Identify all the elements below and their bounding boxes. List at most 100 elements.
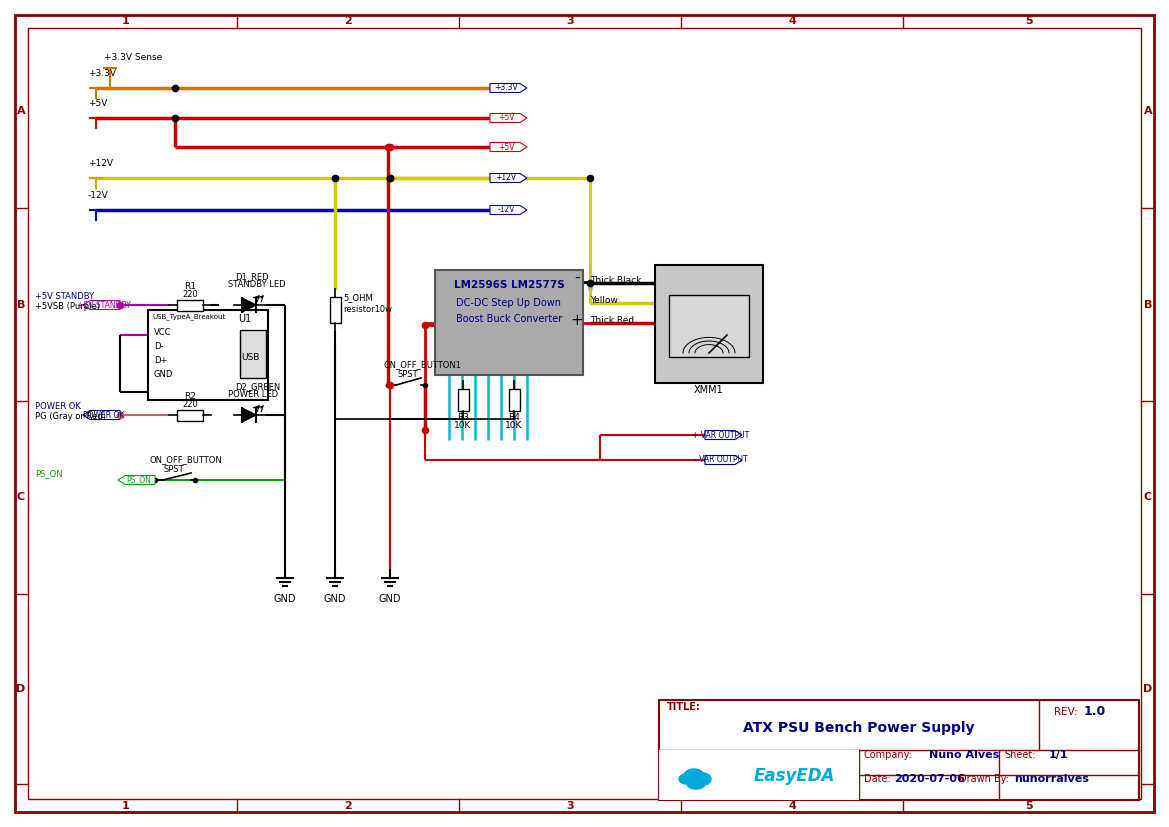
- Polygon shape: [242, 298, 256, 312]
- Text: 5_OHM: 5_OHM: [343, 293, 373, 302]
- Bar: [659, 700, 1139, 800]
- Text: C: C: [16, 493, 25, 503]
- Text: 5: 5: [1025, 16, 1032, 26]
- Text: +5VSB (Purple): +5VSB (Purple): [35, 302, 101, 311]
- Text: USB_TypeA_Breakout: USB_TypeA_Breakout: [152, 313, 226, 320]
- Text: R1: R1: [184, 282, 196, 291]
- Text: +3.3V: +3.3V: [88, 69, 116, 78]
- Text: EasyEDA: EasyEDA: [754, 767, 836, 785]
- Text: Date:: Date:: [864, 774, 891, 784]
- Text: +3.3V Sense: +3.3V Sense: [104, 53, 162, 62]
- Text: nunorralves: nunorralves: [1014, 774, 1088, 784]
- Text: +5V: +5V: [498, 142, 514, 151]
- Text: SPST: SPST: [162, 465, 184, 474]
- Text: + VAR OUTPUT: + VAR OUTPUT: [692, 431, 749, 439]
- Text: Yellow: Yellow: [590, 296, 618, 305]
- Text: B: B: [16, 299, 26, 309]
- Text: B: B: [1143, 299, 1153, 309]
- Text: +: +: [570, 313, 583, 328]
- Text: 4: 4: [788, 801, 796, 811]
- Text: REV:: REV:: [1054, 707, 1078, 717]
- Polygon shape: [83, 410, 120, 419]
- Text: +3.3V: +3.3V: [494, 84, 518, 93]
- Polygon shape: [490, 205, 527, 214]
- Text: A: A: [16, 107, 26, 117]
- Text: DC-DC Step Up Down: DC-DC Step Up Down: [457, 298, 561, 308]
- Text: ON_OFF_BUTTON: ON_OFF_BUTTON: [150, 455, 223, 464]
- Text: 2: 2: [344, 801, 352, 811]
- Polygon shape: [83, 300, 120, 309]
- Text: - VAR OUTPUT: - VAR OUTPUT: [694, 456, 748, 465]
- Bar: [457, 389, 469, 411]
- Polygon shape: [118, 476, 155, 485]
- Text: PS_ON: PS_ON: [35, 469, 63, 478]
- Text: GND: GND: [379, 594, 401, 604]
- Text: Nuno Alves: Nuno Alves: [929, 750, 999, 760]
- Text: D+: D+: [154, 356, 167, 365]
- Text: POWER OK: POWER OK: [83, 410, 125, 419]
- Polygon shape: [490, 174, 527, 183]
- Bar: [177, 409, 203, 420]
- Text: PG (Gray or Red): PG (Gray or Red): [35, 412, 106, 421]
- Text: Drawn By:: Drawn By:: [959, 774, 1009, 784]
- Text: Thick Red: Thick Red: [590, 316, 634, 325]
- Text: D-: D-: [154, 342, 164, 351]
- Text: +5V STANDBY: +5V STANDBY: [77, 300, 131, 309]
- Text: SPST: SPST: [397, 370, 419, 379]
- Text: POWER OK: POWER OK: [35, 402, 81, 411]
- Text: XMM1: XMM1: [694, 385, 724, 395]
- Polygon shape: [490, 113, 527, 122]
- Text: R2: R2: [184, 392, 196, 401]
- Text: USB: USB: [241, 353, 260, 362]
- Text: 1: 1: [122, 801, 130, 811]
- Text: Sheet:: Sheet:: [1004, 750, 1036, 760]
- Polygon shape: [490, 84, 527, 93]
- Text: -12V: -12V: [497, 205, 514, 214]
- Text: POWER LED: POWER LED: [228, 390, 278, 399]
- Text: 5: 5: [1025, 801, 1032, 811]
- Text: 220: 220: [182, 400, 198, 409]
- Text: -: -: [574, 270, 580, 285]
- Text: 2020-07-06: 2020-07-06: [894, 774, 964, 784]
- Bar: [659, 750, 859, 800]
- Text: ON_OFF_BUTTON1: ON_OFF_BUTTON1: [383, 360, 461, 369]
- Polygon shape: [242, 408, 256, 422]
- Text: Boost Buck Converter: Boost Buck Converter: [456, 314, 562, 324]
- Text: R4: R4: [509, 413, 520, 422]
- Text: 10K: 10K: [505, 421, 523, 430]
- Polygon shape: [705, 431, 742, 439]
- Text: GND: GND: [154, 370, 173, 379]
- Text: LM2596S LM2577S: LM2596S LM2577S: [454, 280, 565, 290]
- Text: 3: 3: [566, 801, 574, 811]
- Text: D: D: [16, 684, 26, 694]
- Bar: [148, 310, 268, 400]
- Text: D2_GREEN: D2_GREEN: [235, 382, 281, 391]
- Bar: [509, 389, 519, 411]
- Text: 10K: 10K: [455, 421, 471, 430]
- Text: GND: GND: [324, 594, 346, 604]
- Text: STANDBY LED: STANDBY LED: [228, 280, 285, 289]
- Text: +5V: +5V: [498, 113, 514, 122]
- Text: R3: R3: [457, 413, 469, 422]
- Text: -12V: -12V: [88, 191, 109, 200]
- Text: VCC: VCC: [154, 328, 172, 337]
- Text: 220: 220: [182, 290, 198, 299]
- Text: 4: 4: [788, 16, 796, 26]
- Polygon shape: [490, 142, 527, 151]
- Bar: [435, 270, 583, 375]
- Text: +12V: +12V: [88, 159, 113, 168]
- Bar: [330, 297, 340, 323]
- Text: Company:: Company:: [864, 750, 913, 760]
- Text: A: A: [1143, 107, 1153, 117]
- Text: 1/1: 1/1: [1049, 750, 1068, 760]
- Ellipse shape: [684, 769, 704, 783]
- Text: 2: 2: [344, 16, 352, 26]
- Ellipse shape: [687, 779, 705, 789]
- Text: C: C: [1144, 493, 1153, 503]
- Text: +5V: +5V: [88, 99, 108, 108]
- Text: 3: 3: [566, 16, 574, 26]
- Bar: [669, 295, 749, 357]
- Text: +5V STANDBY: +5V STANDBY: [35, 292, 95, 301]
- Text: 1: 1: [122, 16, 130, 26]
- Bar: [240, 330, 267, 378]
